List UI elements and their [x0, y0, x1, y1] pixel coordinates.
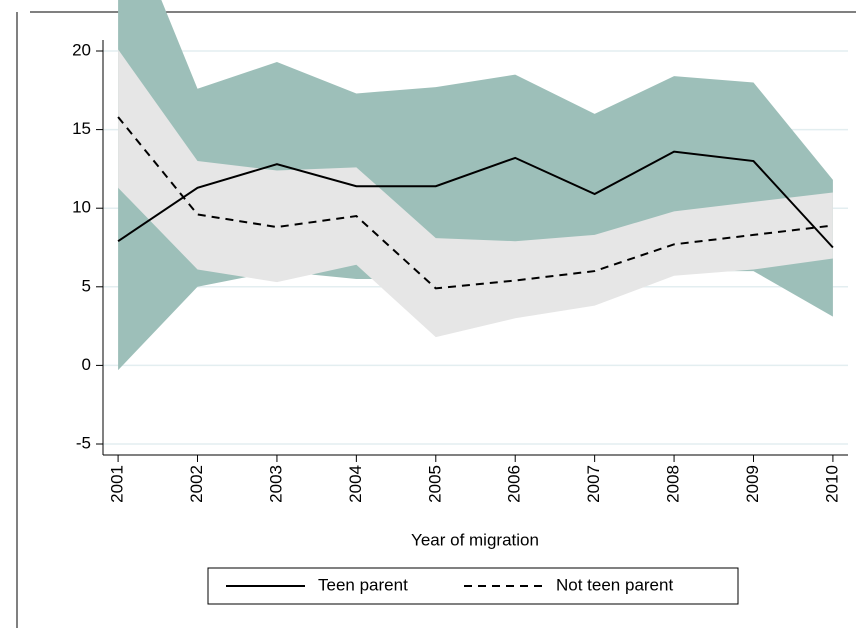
x-tick-label: 2002	[187, 465, 206, 503]
series-line	[117, 116, 834, 290]
y-tick-label: 5	[82, 276, 91, 295]
y-tick-label: 10	[72, 198, 91, 217]
y-tick-label: 15	[72, 119, 91, 138]
confidence-band	[118, 49, 833, 338]
x-tick-label: 2007	[584, 465, 603, 503]
x-tick-label: 2009	[743, 465, 762, 503]
y-tick-label: 20	[72, 40, 91, 59]
x-tick-label: 2010	[822, 465, 841, 503]
x-tick-label: 2006	[505, 465, 524, 503]
x-tick-label: 2001	[108, 465, 127, 503]
series-line	[117, 150, 834, 249]
x-tick-label: 2008	[664, 465, 683, 503]
x-tick-label: 2005	[425, 465, 444, 503]
legend-label: Teen parent	[318, 575, 408, 594]
x-tick-label: 2004	[346, 465, 365, 503]
x-tick-label: 2003	[266, 465, 285, 503]
y-tick-label: -5	[76, 433, 91, 452]
x-axis-label: Year of migration	[411, 530, 539, 549]
confidence-band	[118, 0, 833, 371]
legend-label: Not teen parent	[556, 575, 673, 594]
y-tick-label: 0	[82, 355, 91, 374]
